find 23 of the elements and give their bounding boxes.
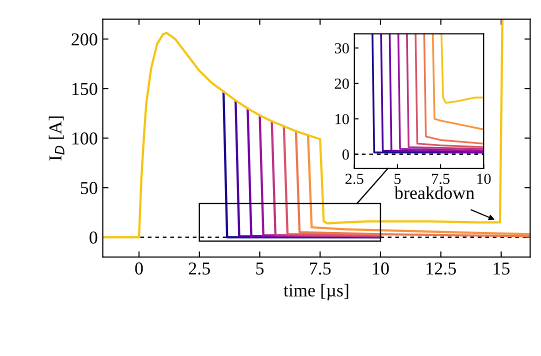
y-tick-label: 0 [90, 231, 98, 244]
annotation: breakdown [394, 186, 474, 200]
x-tick-label: 7.5 [310, 262, 331, 275]
x-axis-title: time [µs] [284, 284, 348, 300]
y-tick-label: 150 [72, 82, 98, 96]
y-axis-title: I$_{D}$ [A] [48, 116, 64, 160]
x-tick-label: 15 [494, 262, 510, 275]
x-tick-label: 0 [135, 262, 143, 275]
y-tick-label: 200 [72, 33, 98, 46]
x-tick-label: 7.5 [432, 174, 450, 184]
x-tick-label: 10 [373, 262, 389, 275]
x-tick-label: 2.5 [188, 262, 210, 275]
y-tick-label: 100 [72, 132, 98, 145]
y-tick-label: 0 [342, 149, 349, 160]
y-tick-label: 30 [334, 43, 349, 54]
x-tick-label: 10 [477, 174, 491, 184]
x-tick-label: 5 [256, 262, 264, 275]
y-tick-label: 50 [80, 182, 98, 194]
x-tick-label: 5 [394, 174, 401, 184]
x-tick-label: 12.5 [426, 262, 456, 275]
y-tick-label: 10 [336, 114, 349, 124]
x-tick-label: 2.5 [345, 174, 364, 184]
y-tick-label: 20 [334, 78, 349, 89]
